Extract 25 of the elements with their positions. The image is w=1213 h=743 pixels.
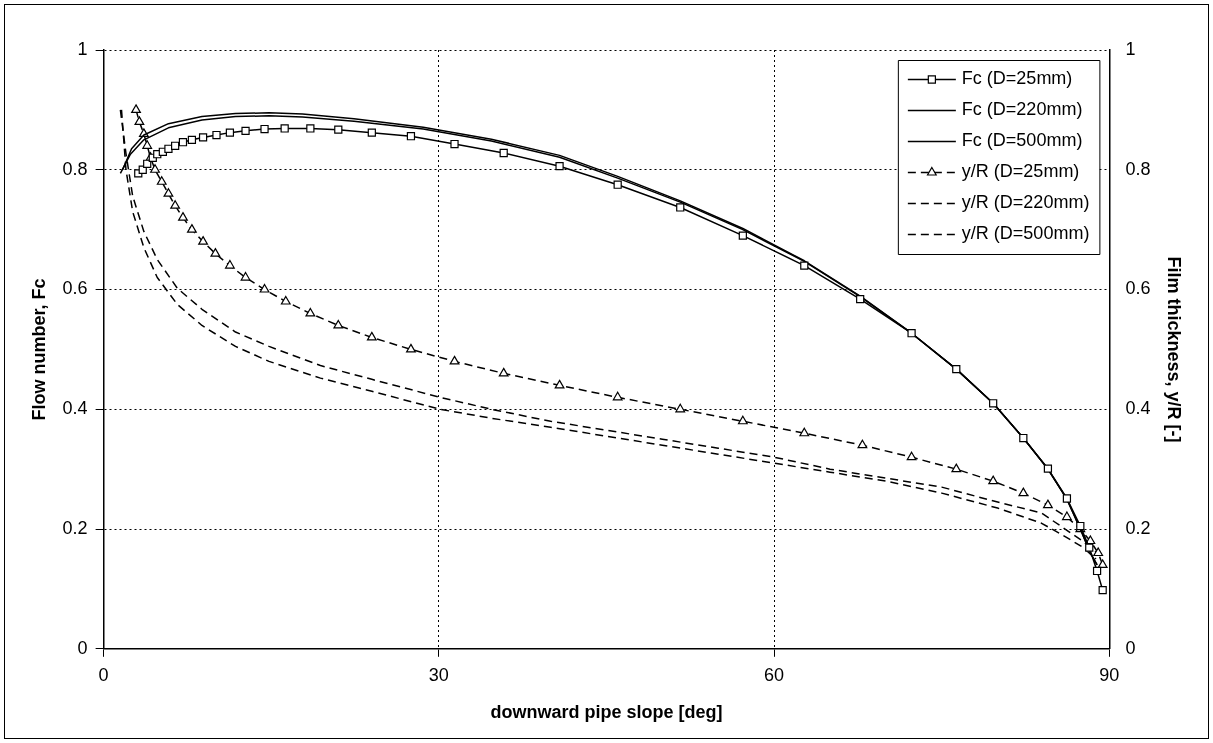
- y-tick-label: 0.4: [62, 398, 88, 419]
- x-tick-label: 0: [98, 664, 109, 685]
- y2-tick-label: 0: [1125, 637, 1136, 658]
- x-axis-title: downward pipe slope [deg]: [490, 702, 723, 723]
- legend-label: y/R (D=220mm): [961, 192, 1090, 213]
- x-tick-label: 60: [764, 664, 785, 685]
- y2-tick-label: 0.8: [1125, 158, 1151, 179]
- legend-label: Fc (D=500mm): [961, 130, 1083, 151]
- legend-label: Fc (D=220mm): [961, 99, 1083, 120]
- legend-label: y/R (D=25mm): [961, 161, 1080, 182]
- y2-tick-label: 0.4: [1125, 398, 1151, 419]
- x-tick-label: 90: [1099, 664, 1120, 685]
- y-tick-label: 1: [77, 38, 88, 59]
- y-tick-label: 0: [77, 637, 88, 658]
- x-tick-label: 30: [428, 664, 449, 685]
- y2-axis-title: Film thickness, y/R [-]: [1164, 256, 1185, 443]
- y-axis-title: Flow number, Fc: [28, 278, 49, 421]
- legend-label: y/R (D=500mm): [961, 223, 1090, 244]
- y2-tick-label: 0.6: [1125, 278, 1151, 299]
- y-tick-label: 0.6: [62, 278, 88, 299]
- y2-tick-label: 0.2: [1125, 518, 1151, 539]
- legend-label: Fc (D=25mm): [961, 68, 1073, 89]
- y-tick-label: 0.2: [62, 518, 88, 539]
- y2-tick-label: 1: [1125, 38, 1136, 59]
- y-tick-label: 0.8: [62, 158, 88, 179]
